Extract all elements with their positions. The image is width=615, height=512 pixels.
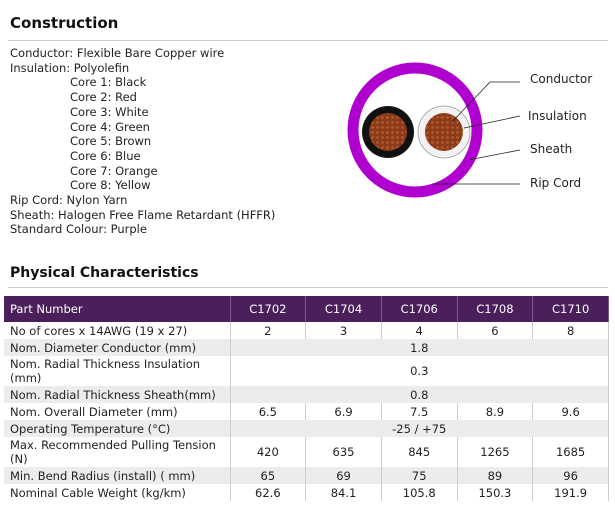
header-part: C1710	[532, 296, 609, 322]
label-rip-cord: Rip Cord	[530, 176, 582, 190]
sheath-spec: Sheath: Halogen Free Flame Retardant (HF…	[10, 207, 276, 222]
table-row: Nom. Radial Thickness Sheath(mm) 0.8	[4, 386, 609, 403]
construction-title: Construction	[10, 14, 119, 32]
cell-value: -25 / +75	[230, 420, 609, 437]
row-label: Nom. Diameter Conductor (mm)	[4, 339, 231, 356]
cell-value: 3	[305, 322, 382, 339]
core-item: Core 4: Green	[70, 119, 150, 134]
sheath-ring	[347, 62, 483, 198]
cell-value: 65	[230, 467, 307, 484]
header-part: C1708	[457, 296, 534, 322]
cell-value: 191.9	[532, 484, 609, 501]
table-header-row: Part Number C1702 C1704 C1706 C1708 C171…	[4, 296, 609, 322]
core-item: Core 2: Red	[70, 90, 137, 105]
leader-lines	[432, 81, 521, 185]
cell-value: 635	[305, 437, 382, 467]
table-row: No of cores x 14AWG (19 x 27) 2 3 4 6 8	[4, 322, 609, 339]
insulation-spec: Insulation: Polyolefin	[10, 60, 130, 75]
row-label: Nom. Radial Thickness Sheath(mm)	[4, 386, 231, 403]
cell-value: 84.1	[305, 484, 382, 501]
core-white	[417, 105, 471, 159]
section-divider	[8, 287, 608, 288]
header-part-number: Part Number	[4, 296, 231, 322]
row-label: Operating Temperature (°C)	[4, 420, 231, 437]
table-row: Nom. Radial Thickness Insulation (mm) 0.…	[4, 356, 609, 386]
row-label: Nom. Overall Diameter (mm)	[4, 403, 231, 420]
cell-value: 1265	[457, 437, 534, 467]
cell-value: 96	[532, 467, 609, 484]
cell-value: 8	[532, 322, 609, 339]
row-label: Nom. Radial Thickness Insulation (mm)	[4, 356, 231, 386]
cell-value: 62.6	[230, 484, 307, 501]
header-part: C1704	[305, 296, 382, 322]
cell-value: 69	[305, 467, 382, 484]
row-label: Nominal Cable Weight (kg/km)	[4, 484, 231, 501]
cell-value: 89	[457, 467, 534, 484]
cell-value: 420	[230, 437, 307, 467]
cell-value: 75	[381, 467, 458, 484]
label-insulation: Insulation	[528, 109, 587, 123]
rip-cord-spec: Rip Cord: Nylon Yarn	[10, 193, 128, 208]
physical-title: Physical Characteristics	[10, 265, 199, 281]
cell-value: 8.9	[457, 403, 534, 420]
cell-value: 4	[381, 322, 458, 339]
section-divider	[8, 40, 608, 41]
construction-spec-list: Conductor: Flexible Bare Copper wire Ins…	[10, 46, 275, 237]
cell-value: 105.8	[381, 484, 458, 501]
table-row: Max. Recommended Pulling Tension (N) 420…	[4, 437, 609, 467]
table-row: Operating Temperature (°C) -25 / +75	[4, 420, 609, 437]
cell-value: 150.3	[457, 484, 534, 501]
row-label: Max. Recommended Pulling Tension (N)	[4, 437, 231, 467]
cell-value: 0.8	[230, 386, 609, 403]
cell-value: 1.8	[230, 339, 609, 356]
cell-value: 6.5	[230, 403, 307, 420]
colour-spec: Standard Colour: Purple	[10, 222, 147, 237]
conductor-spec: Conductor: Flexible Bare Copper wire	[10, 46, 225, 60]
core-item: Core 1: Black	[70, 75, 147, 90]
core-item: Core 5: Brown	[70, 134, 152, 149]
core-item: Core 8: Yellow	[70, 178, 151, 193]
cell-value: 2	[230, 322, 307, 339]
table-row: Min. Bend Radius (install) ( mm) 65 69 7…	[4, 467, 609, 484]
cell-value: 0.3	[230, 356, 609, 386]
cell-value: 6	[457, 322, 534, 339]
core-item: Core 6: Blue	[70, 148, 141, 163]
physical-characteristics-table: Part Number C1702 C1704 C1706 C1708 C171…	[4, 296, 609, 501]
core-black	[362, 106, 414, 158]
cell-value: 9.6	[532, 403, 609, 420]
table-row: Nom. Overall Diameter (mm) 6.5 6.9 7.5 8…	[4, 403, 609, 420]
table-row: Nom. Diameter Conductor (mm) 1.8	[4, 339, 609, 356]
cell-value: 6.9	[305, 403, 382, 420]
core-item: Core 7: Orange	[70, 163, 158, 178]
core-item: Core 3: White	[70, 104, 149, 119]
cell-value: 1685	[532, 437, 609, 467]
label-sheath: Sheath	[530, 142, 573, 156]
header-part: C1702	[230, 296, 307, 322]
cable-cross-section-diagram	[347, 62, 521, 198]
row-label: No of cores x 14AWG (19 x 27)	[4, 322, 231, 339]
label-conductor: Conductor	[530, 72, 593, 86]
header-part: C1706	[381, 296, 458, 322]
row-label: Min. Bend Radius (install) ( mm)	[4, 467, 231, 484]
table-row: Nominal Cable Weight (kg/km) 62.6 84.1 1…	[4, 484, 609, 501]
cell-value: 845	[381, 437, 458, 467]
cell-value: 7.5	[381, 403, 458, 420]
